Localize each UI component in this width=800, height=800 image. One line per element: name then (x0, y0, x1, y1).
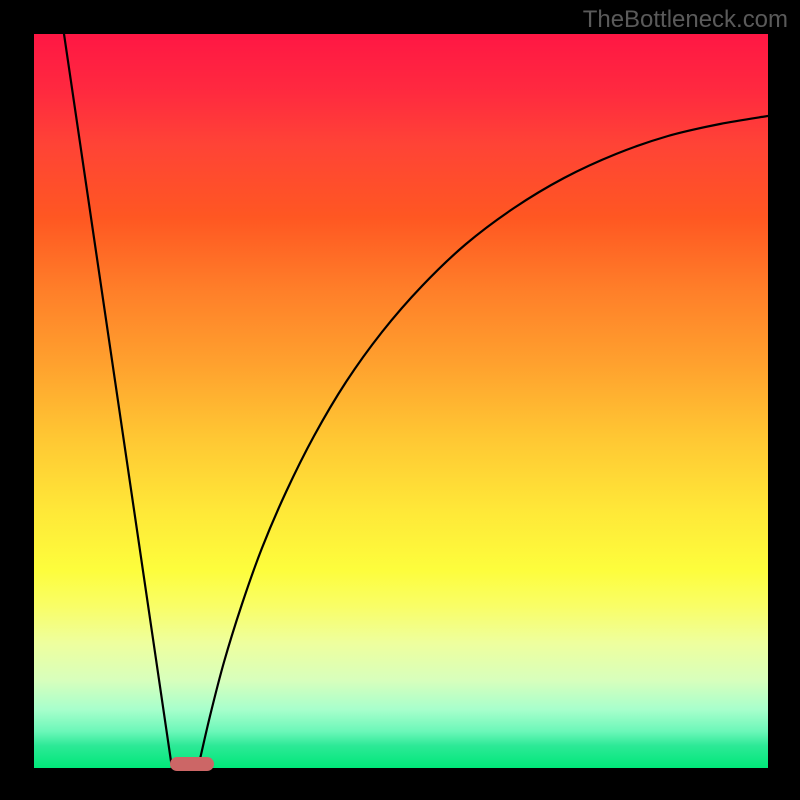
bottleneck-curve (34, 34, 768, 768)
watermark-text: TheBottleneck.com (583, 6, 788, 34)
optimal-range-marker (170, 757, 214, 771)
chart-container: TheBottleneck.com (0, 0, 800, 800)
plot-area (34, 34, 768, 768)
